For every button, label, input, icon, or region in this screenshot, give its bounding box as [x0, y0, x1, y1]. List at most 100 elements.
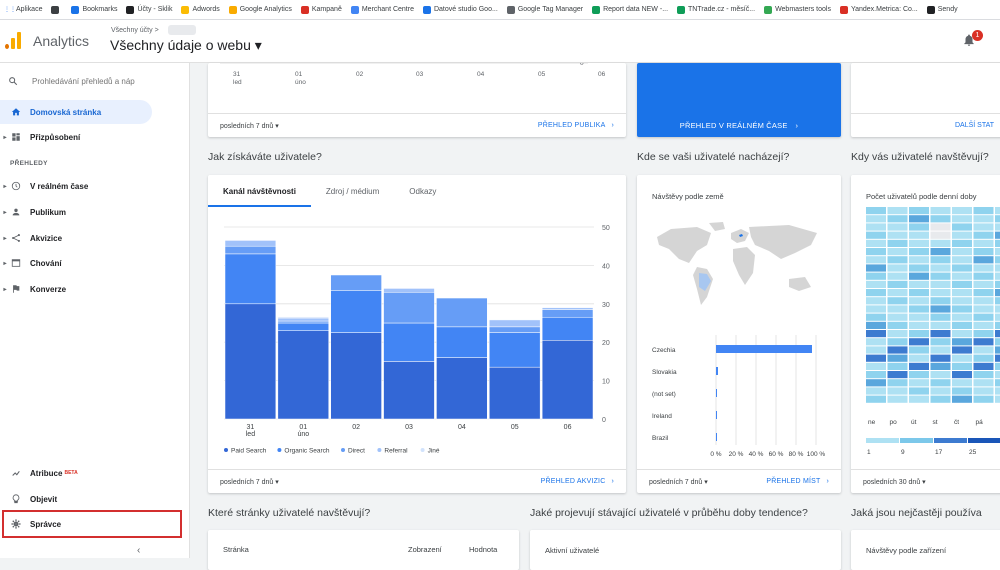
heatmap-cell[interactable] — [973, 387, 994, 395]
heatmap-cell[interactable] — [995, 280, 1000, 288]
heatmap-cell[interactable] — [995, 289, 1000, 297]
heatmap-cell[interactable] — [930, 330, 951, 338]
bar-segment[interactable] — [224, 245, 277, 255]
heatmap-cell[interactable] — [973, 256, 994, 264]
bar-segment[interactable] — [383, 322, 435, 362]
heatmap-cell[interactable] — [930, 256, 951, 264]
bar-segment[interactable] — [224, 303, 277, 420]
heatmap-cell[interactable] — [909, 223, 929, 231]
bar-segment[interactable] — [436, 297, 488, 328]
heatmap-cell[interactable] — [973, 215, 994, 223]
heatmap-cell[interactable] — [973, 362, 994, 370]
heatmap-cell[interactable] — [887, 313, 908, 321]
heatmap-cell[interactable] — [930, 371, 951, 379]
locations-overview-link[interactable]: PŘEHLED MÍST — [766, 478, 821, 485]
notification-bell-icon[interactable] — [962, 33, 976, 47]
heatmap-cell[interactable] — [887, 207, 908, 215]
heatmap-cell[interactable] — [930, 289, 951, 297]
property-selector[interactable]: Všechny údaje o webu ▾ — [110, 37, 262, 53]
heatmap-cell[interactable] — [866, 207, 886, 215]
heatmap-cell[interactable] — [952, 371, 972, 379]
heatmap-cell[interactable] — [930, 321, 951, 329]
heatmap-cell[interactable] — [995, 371, 1000, 379]
period-selector[interactable]: posledních 7 dnů ▾ — [220, 122, 279, 130]
heatmap-cell[interactable] — [995, 223, 1000, 231]
bar-segment[interactable] — [383, 288, 435, 293]
heatmap-cell[interactable] — [866, 379, 886, 387]
heatmap-cell[interactable] — [973, 321, 994, 329]
period-selector[interactable]: posledních 7 dnů ▾ — [220, 478, 279, 486]
heatmap-cell[interactable] — [909, 354, 929, 362]
heatmap-cell[interactable] — [952, 313, 972, 321]
sidebar-item-audience[interactable]: ▸ Publikum — [3, 207, 67, 217]
sidebar-item-attribution[interactable]: Atribuce BETA — [0, 461, 190, 485]
bookmark-item[interactable]: Sendy — [926, 5, 958, 14]
bar-segment[interactable] — [436, 326, 488, 358]
heatmap-cell[interactable] — [930, 362, 951, 370]
heatmap-cell[interactable] — [995, 256, 1000, 264]
heatmap-cell[interactable] — [909, 321, 929, 329]
heatmap-cell[interactable] — [909, 362, 929, 370]
country-bar[interactable] — [716, 411, 717, 419]
heatmap-cell[interactable] — [866, 387, 886, 395]
heatmap-cell[interactable] — [995, 346, 1000, 354]
heatmap-cell[interactable] — [909, 395, 929, 403]
heatmap-cell[interactable] — [909, 264, 929, 272]
country-bar[interactable] — [716, 345, 812, 353]
heatmap-cell[interactable] — [866, 338, 886, 346]
heatmap-cell[interactable] — [909, 231, 929, 239]
heatmap-cell[interactable] — [995, 354, 1000, 362]
heatmap-cell[interactable] — [866, 289, 886, 297]
heatmap-cell[interactable] — [866, 272, 886, 280]
bar-segment[interactable] — [489, 332, 541, 368]
heatmap-cell[interactable] — [887, 215, 908, 223]
bar-segment[interactable] — [277, 316, 329, 319]
heatmap-cell[interactable] — [973, 330, 994, 338]
heatmap-cell[interactable] — [930, 215, 951, 223]
heatmap-cell[interactable] — [952, 223, 972, 231]
heatmap-cell[interactable] — [973, 346, 994, 354]
heatmap-cell[interactable] — [995, 321, 1000, 329]
heatmap-cell[interactable] — [995, 248, 1000, 256]
heatmap-cell[interactable] — [866, 362, 886, 370]
heatmap-cell[interactable] — [909, 256, 929, 264]
realtime-overview-link[interactable]: PŘEHLED V REÁLNÉM ČASE — [679, 120, 788, 130]
heatmap-cell[interactable] — [866, 321, 886, 329]
heatmap-cell[interactable] — [909, 289, 929, 297]
heatmap-cell[interactable] — [995, 264, 1000, 272]
sidebar-item-customize[interactable]: ▸ Přizpůsobení — [3, 132, 81, 142]
bookmark-item[interactable]: Kampaně — [300, 5, 342, 14]
bar-segment[interactable] — [330, 332, 382, 420]
heatmap-cell[interactable] — [866, 223, 886, 231]
heatmap-cell[interactable] — [930, 272, 951, 280]
heatmap-cell[interactable] — [952, 346, 972, 354]
heatmap-cell[interactable] — [866, 354, 886, 362]
bar-segment[interactable] — [224, 240, 277, 247]
heatmap-cell[interactable] — [952, 248, 972, 256]
bar-segment[interactable] — [277, 317, 329, 322]
heatmap-cell[interactable] — [952, 330, 972, 338]
heatmap-cell[interactable] — [930, 248, 951, 256]
heatmap-cell[interactable] — [973, 379, 994, 387]
heatmap-cell[interactable] — [930, 264, 951, 272]
heatmap-cell[interactable] — [973, 313, 994, 321]
heatmap-cell[interactable] — [887, 330, 908, 338]
country-bar[interactable] — [716, 433, 717, 441]
heatmap-cell[interactable] — [973, 264, 994, 272]
bar-segment[interactable] — [541, 309, 594, 318]
heatmap-cell[interactable] — [930, 207, 951, 215]
heatmap-cell[interactable] — [995, 207, 1000, 215]
bar-segment[interactable] — [383, 292, 435, 324]
bar-segment[interactable] — [436, 357, 488, 420]
heatmap-cell[interactable] — [930, 387, 951, 395]
heatmap-cell[interactable] — [995, 272, 1000, 280]
heatmap-cell[interactable] — [909, 338, 929, 346]
heatmap-cell[interactable] — [952, 321, 972, 329]
heatmap-cell[interactable] — [973, 280, 994, 288]
bar-segment[interactable] — [541, 316, 594, 341]
heatmap-cell[interactable] — [887, 297, 908, 305]
heatmap-cell[interactable] — [866, 346, 886, 354]
heatmap-cell[interactable] — [930, 223, 951, 231]
heatmap-cell[interactable] — [952, 395, 972, 403]
heatmap-cell[interactable] — [995, 231, 1000, 239]
